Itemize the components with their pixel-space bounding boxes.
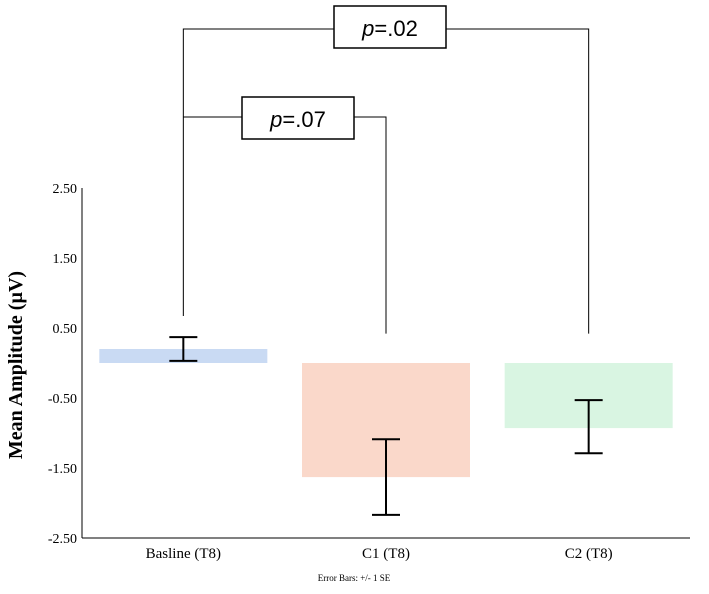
footnote: Error Bars: +/- 1 SE — [318, 573, 391, 583]
svg-text:p=.02: p=.02 — [361, 16, 418, 41]
svg-text:p=.07: p=.07 — [269, 107, 326, 132]
p-symbol: p — [361, 16, 374, 41]
x-tick-label: C2 (T8) — [565, 546, 613, 562]
bracket-p02-left — [182, 28, 334, 316]
bracket-p02-right — [446, 28, 590, 334]
p-value: =.02 — [374, 16, 417, 41]
x-tick-label: C1 (T8) — [362, 546, 410, 562]
y-axis-label: Mean Amplitude (µV) — [5, 271, 27, 459]
axes: 2.50 1.50 0.50 -0.50 -1.50 -2.50 Basline (T8) C… — [48, 182, 690, 562]
y-tick-label: -1.50 — [48, 462, 77, 477]
error-bars — [169, 336, 603, 516]
y-tick-label: 0.50 — [53, 322, 78, 337]
x-tick-label: Basline (T8) — [146, 546, 221, 562]
y-tick-label: 1.50 — [53, 252, 78, 267]
bracket-p07-right — [354, 116, 387, 334]
p-value: =.07 — [282, 107, 325, 132]
annotation-box-p02: p=.02 — [333, 5, 447, 49]
y-tick-label: -0.50 — [48, 392, 77, 407]
y-tick-label: -2.50 — [48, 532, 77, 547]
y-tick-label: 2.50 — [53, 182, 78, 197]
significance-brackets — [182, 28, 590, 334]
bars — [99, 349, 673, 478]
annotation-box-p07: p=.07 — [241, 96, 355, 140]
p-symbol: p — [269, 107, 282, 132]
